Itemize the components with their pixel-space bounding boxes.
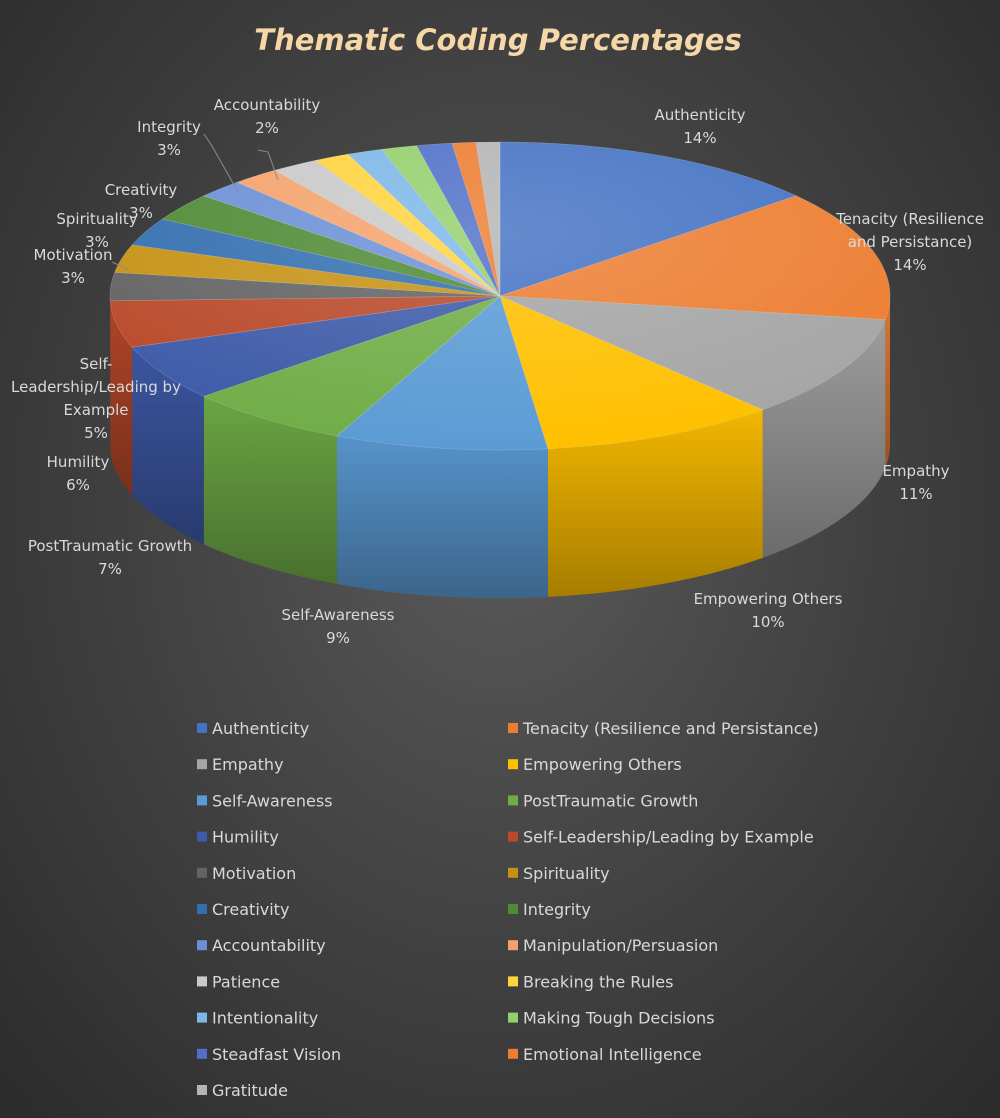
legend-swatch xyxy=(197,1048,207,1059)
legend-label: Patience xyxy=(212,972,280,991)
data-label-accountability: Accountability 2% xyxy=(214,96,321,137)
data-label-empowering-others: Empowering Others 10% xyxy=(694,590,843,631)
legend-swatch xyxy=(508,831,518,842)
legend-label: PostTraumatic Growth xyxy=(523,791,698,810)
legend-swatch xyxy=(508,795,518,806)
legend-item-steadfast-vision: Steadfast Vision xyxy=(197,1045,341,1064)
side-shade-empathy xyxy=(762,319,886,558)
legend-label: Self-Awareness xyxy=(212,791,333,810)
legend-swatch xyxy=(508,940,518,951)
legend-item-tenacity-resilience-and-persistance: Tenacity (Resilience and Persistance) xyxy=(508,719,819,738)
legend-label: Humility xyxy=(212,828,279,847)
legend-swatch xyxy=(197,867,207,878)
legend-item-spirituality: Spirituality xyxy=(508,864,610,883)
legend-item-creativity: Creativity xyxy=(197,900,289,919)
legend-swatch xyxy=(508,1012,518,1023)
legend-swatch xyxy=(197,1085,207,1095)
legend-label: Self-Leadership/Leading by Example xyxy=(523,828,814,847)
legend-item-accountability: Accountability xyxy=(197,936,326,955)
legend-swatch xyxy=(508,867,518,878)
legend-swatch xyxy=(508,759,518,770)
data-label-tenacity-resilience-and-persistance: Tenacity (Resilience and Persistance) 14% xyxy=(835,210,984,274)
side-shade-posttraumatic-growth xyxy=(203,396,337,584)
leader-lines xyxy=(111,133,279,271)
data-label-authenticity: Authenticity 14% xyxy=(654,106,745,147)
legend-label: Empathy xyxy=(212,755,284,774)
legend-label: Authenticity xyxy=(212,719,309,738)
data-label-motivation: Motivation 3% xyxy=(34,246,113,287)
pie-top-face xyxy=(109,141,891,451)
data-label-posttraumatic-growth: PostTraumatic Growth 7% xyxy=(28,537,192,578)
legend-label: Emotional Intelligence xyxy=(523,1045,702,1064)
data-label-self-leadership-leading-by-example: Self-Leadership/Leading by Example 5% xyxy=(11,355,181,442)
legend-item-motivation: Motivation xyxy=(197,864,296,883)
legend-label: Integrity xyxy=(523,900,591,919)
legend-label: Gratitude xyxy=(212,1081,288,1100)
legend-label: Accountability xyxy=(212,936,326,955)
leader-line-integrity xyxy=(203,133,239,193)
legend-swatch xyxy=(197,940,207,951)
side-shade-humility xyxy=(132,347,204,545)
legend-swatch xyxy=(197,904,207,914)
top-gloss xyxy=(110,142,890,450)
legend-label: Manipulation/Persuasion xyxy=(523,936,718,955)
legend-item-manipulation-persuasion: Manipulation/Persuasion xyxy=(508,936,718,955)
legend-label: Intentionality xyxy=(212,1009,318,1028)
legend-swatch xyxy=(197,795,207,806)
legend-swatch xyxy=(197,1012,207,1023)
legend-label: Making Tough Decisions xyxy=(523,1009,715,1028)
legend-swatch xyxy=(508,904,518,914)
legend-item-self-leadership-leading-by-example: Self-Leadership/Leading by Example xyxy=(508,828,814,847)
legend-item-authenticity: Authenticity xyxy=(197,719,309,738)
data-labels: Authenticity 14% Tenacity (Resilience and P… xyxy=(11,96,984,647)
legend-swatch xyxy=(197,759,207,770)
legend-label: Spirituality xyxy=(523,864,610,883)
legend: Authenticity Tenacity (Resilience and Per… xyxy=(197,719,819,1100)
legend-item-empathy: Empathy xyxy=(197,755,284,774)
legend-label: Creativity xyxy=(212,900,289,919)
data-label-spirituality: Spirituality 3% xyxy=(56,210,137,251)
legend-swatch xyxy=(508,976,518,987)
legend-item-breaking-the-rules: Breaking the Rules xyxy=(508,972,673,991)
legend-item-making-tough-decisions: Making Tough Decisions xyxy=(508,1009,715,1028)
legend-swatch xyxy=(508,723,518,733)
legend-swatch xyxy=(508,1048,518,1059)
side-shade-self-awareness xyxy=(336,435,548,598)
legend-swatch xyxy=(197,976,207,987)
legend-swatch xyxy=(197,831,207,842)
side-shade-self-leadership-leading-by-example xyxy=(110,300,133,496)
legend-item-intentionality: Intentionality xyxy=(197,1009,318,1028)
legend-item-humility: Humility xyxy=(197,828,279,847)
legend-item-empowering-others: Empowering Others xyxy=(508,755,682,774)
legend-label: Breaking the Rules xyxy=(523,972,673,991)
side-shade-tenacity-resilience-and-persistance xyxy=(885,296,890,468)
side-shade-empowering-others xyxy=(547,409,763,597)
pie-side-walls xyxy=(110,296,890,598)
leader-line-motivation xyxy=(111,261,131,271)
legend-item-gratitude: Gratitude xyxy=(197,1081,288,1100)
legend-item-posttraumatic-growth: PostTraumatic Growth xyxy=(508,791,698,810)
legend-item-patience: Patience xyxy=(197,972,280,991)
legend-label: Steadfast Vision xyxy=(212,1045,341,1064)
legend-swatch xyxy=(197,723,207,733)
data-label-integrity: Integrity 3% xyxy=(137,118,201,159)
data-label-creativity: Creativity 3% xyxy=(105,181,178,222)
legend-label: Empowering Others xyxy=(523,755,682,774)
data-label-self-awareness: Self-Awareness 9% xyxy=(281,606,394,647)
legend-item-integrity: Integrity xyxy=(508,900,591,919)
legend-item-emotional-intelligence: Emotional Intelligence xyxy=(508,1045,702,1064)
legend-label: Tenacity (Resilience and Persistance) xyxy=(522,719,819,738)
chart-title: Thematic Coding Percentages xyxy=(254,23,741,57)
legend-label: Motivation xyxy=(212,864,296,883)
leader-line-accountability xyxy=(257,149,279,181)
data-label-empathy: Empathy 11% xyxy=(882,462,949,503)
data-label-humility: Humility 6% xyxy=(47,453,110,494)
legend-item-self-awareness: Self-Awareness xyxy=(197,791,333,810)
